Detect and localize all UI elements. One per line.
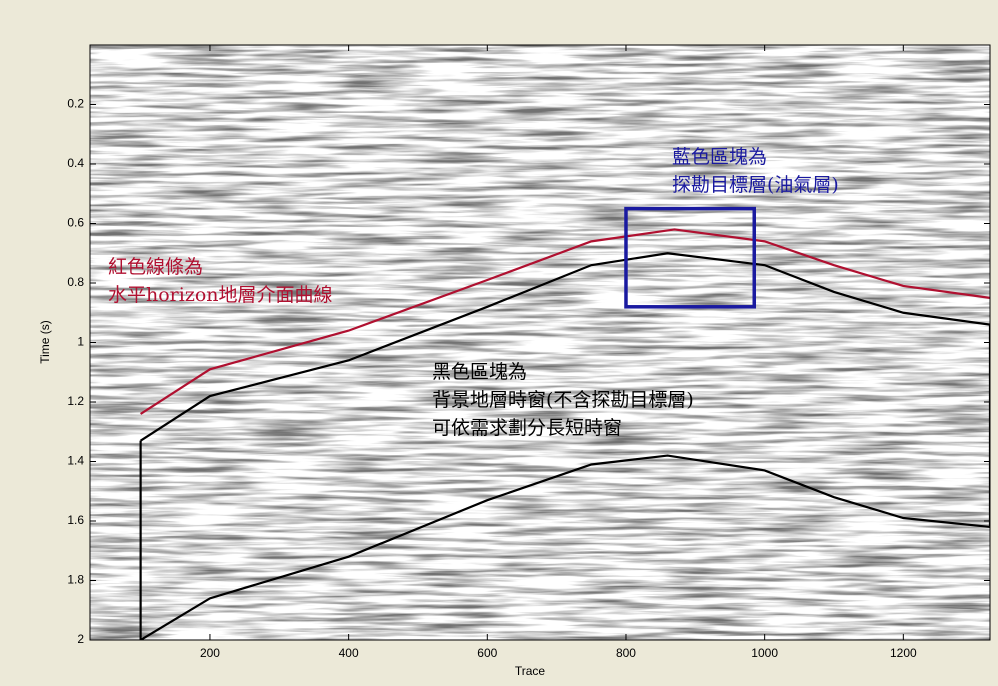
annotation: 背景地層時窗(不含探勘目標層) <box>432 389 694 411</box>
annotation: 紅色線條為 <box>108 256 203 278</box>
x-tick-label: 600 <box>477 646 497 660</box>
y-tick-label: 0.4 <box>67 156 84 170</box>
y-tick-label: 2 <box>77 632 84 646</box>
y-tick-label: 0.8 <box>67 275 84 289</box>
y-tick-label: 0.2 <box>67 97 84 111</box>
x-tick-label: 800 <box>616 646 636 660</box>
annotation: 黑色區塊為 <box>432 361 527 383</box>
y-tick-label: 0.6 <box>67 216 84 230</box>
y-tick-label: 1 <box>77 335 84 349</box>
annotation: 可依需求劃分長短時窗 <box>432 417 622 439</box>
chart: Trace Time (s) 紅色線條為 水平horizon地層介面曲線 藍色區… <box>0 0 998 686</box>
y-tick-label: 1.6 <box>67 513 84 527</box>
annotation: 探勘目標層(油氣層) <box>672 174 839 196</box>
y-axis-label: Time (s) <box>38 320 52 364</box>
x-tick-label: 1000 <box>751 646 778 660</box>
x-tick-label: 200 <box>200 646 220 660</box>
x-axis-label: Trace <box>515 664 546 678</box>
x-tick-label: 400 <box>339 646 359 660</box>
y-tick-label: 1.4 <box>67 454 84 468</box>
annotation: 水平horizon地層介面曲線 <box>108 284 333 306</box>
annotation: 藍色區塊為 <box>672 146 767 168</box>
x-tick-label: 1200 <box>890 646 917 660</box>
y-tick-label: 1.8 <box>67 573 84 587</box>
seismic-background <box>90 45 990 640</box>
y-tick-label: 1.2 <box>67 394 84 408</box>
